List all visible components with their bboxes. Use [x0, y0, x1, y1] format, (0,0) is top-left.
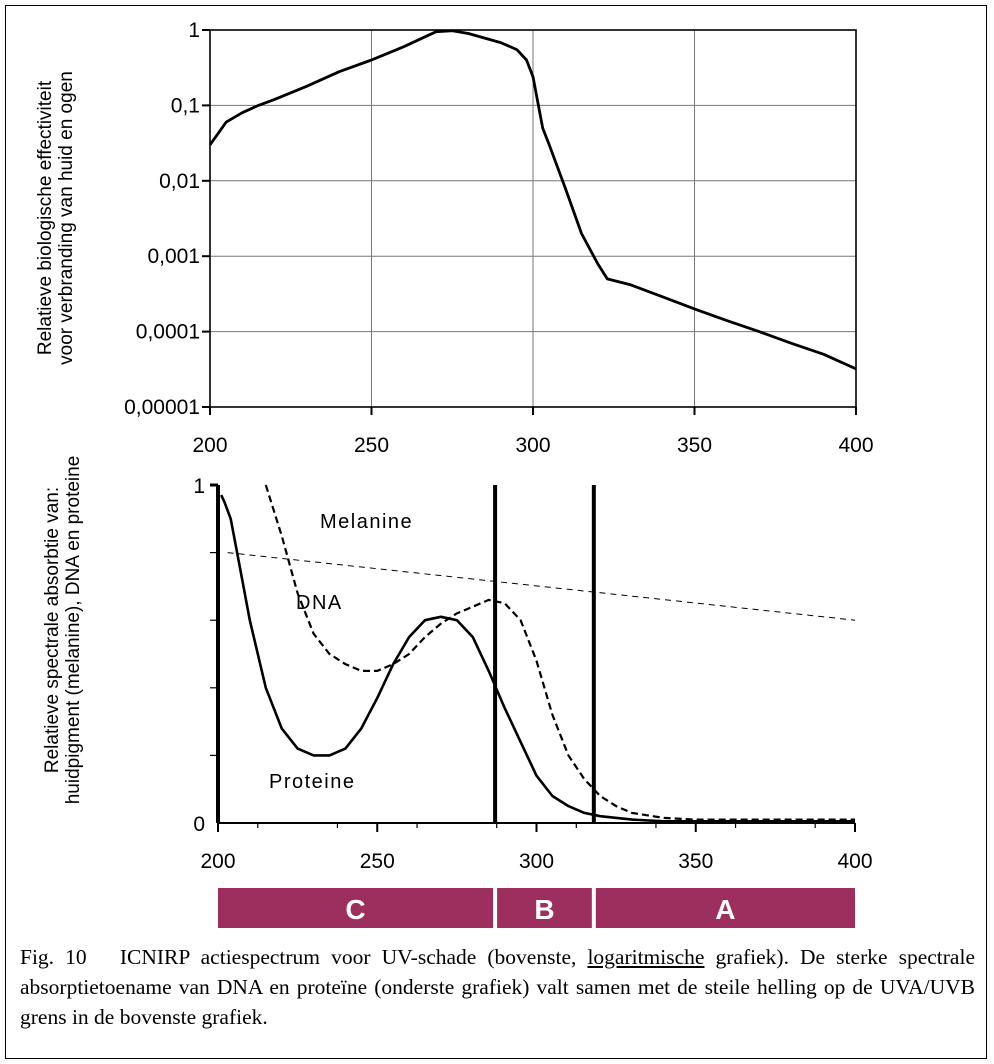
- top-chart-line: [208, 29, 857, 371]
- proteine-label: Proteine: [269, 771, 356, 793]
- bottom-chart-x-tick-label: 300: [519, 850, 554, 873]
- top-chart-x-tick-label: 200: [192, 434, 227, 457]
- uv-band-label-c: C: [345, 894, 365, 925]
- figure-caption: Fig. 10 ICNIRP actiespectrum voor UV-sch…: [20, 942, 975, 1032]
- bottom-chart-boundaries: [493, 485, 596, 823]
- bottom-chart-ylabel-line-1: Relatieve spectrale absorbtie van:: [42, 487, 63, 773]
- bottom-chart-x-tick-label: 250: [360, 850, 395, 873]
- top-chart-y-tick-label: 0,001: [147, 245, 200, 268]
- top-chart-x-tick-label: 300: [515, 434, 550, 457]
- uv-band-a: [595, 888, 855, 928]
- bottom-chart-y-tick-label: 1: [193, 475, 205, 498]
- top-chart-ylabel-line-1: Relatieve biologische effectiviteit: [35, 80, 56, 355]
- proteine-line: [220, 494, 855, 823]
- top-chart-x-tick-label: 250: [354, 434, 389, 457]
- top-chart-frame: [209, 29, 857, 408]
- top-chart-y-tick-label: 0,00001: [124, 396, 200, 419]
- top-chart-x-tick-labels: 200 250 300 350 400: [192, 434, 873, 457]
- caption-fig-label: Fig. 10: [20, 945, 87, 969]
- top-chart-x-tick-label: 400: [838, 434, 873, 457]
- top-chart-y-tick-label: 1: [188, 19, 200, 42]
- top-chart-x-tick-label: 350: [677, 434, 712, 457]
- top-chart-grid: [202, 29, 857, 415]
- bottom-chart-y-tick-label: 0: [193, 813, 205, 836]
- caption-text-before: ICNIRP actiespectrum voor UV-schade (bov…: [119, 945, 588, 969]
- bottom-chart: 10 200 250 300 350 400 Melanine DNA Proteine…: [42, 456, 873, 928]
- bottom-chart-x-tick-labels: 200 250 300 350 400: [200, 850, 872, 873]
- top-chart-y-tick-label: 0,1: [171, 94, 200, 117]
- dna-line: [264, 484, 855, 821]
- bottom-chart-y-tick-labels: 10: [193, 475, 205, 836]
- top-chart-ylabel-line-2: voor verbranding van huid en ogen: [56, 71, 77, 365]
- top-chart-y-tick-labels: 1 0,1 0,01 0,001 0,0001 0,00001: [124, 19, 200, 419]
- top-chart-y-tick-label: 0,0001: [136, 321, 200, 344]
- bottom-chart-x-tick-label: 400: [837, 850, 872, 873]
- bottom-chart-x-tick-label: 350: [678, 850, 713, 873]
- top-chart: 1 0,1 0,01 0,001 0,0001 0,00001 200 250 300 350 4…: [35, 19, 874, 457]
- figure-frame: [5, 5, 987, 1059]
- caption-text-after: grafiek). De sterke spectrale absorptiet…: [20, 945, 975, 1029]
- bottom-chart-axes: [210, 483, 856, 832]
- uv-band-b: [497, 888, 592, 928]
- bottom-chart-x-tick-label: 200: [200, 850, 235, 873]
- caption-underlined: logaritmische: [587, 945, 705, 969]
- melanine-label: Melanine: [320, 511, 413, 533]
- dna-label: DNA: [296, 592, 343, 614]
- uv-band-label-b: B: [534, 894, 554, 925]
- uv-band-label-a: A: [715, 894, 735, 925]
- uv-band-c: [218, 888, 494, 928]
- bottom-chart-ylabel-line-2: huidpigment (melanine), DNA en proteine: [63, 456, 84, 805]
- top-chart-y-tick-label: 0,01: [159, 170, 200, 193]
